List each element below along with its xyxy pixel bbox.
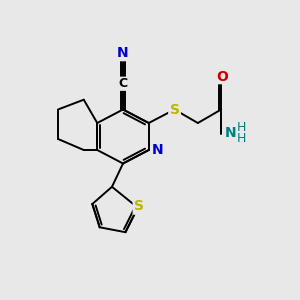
Text: N: N <box>225 126 236 140</box>
Text: O: O <box>216 70 228 84</box>
Text: N: N <box>152 143 163 157</box>
Text: S: S <box>169 103 179 116</box>
Text: C: C <box>118 77 127 90</box>
Text: H: H <box>237 121 247 134</box>
Text: N: N <box>117 46 129 60</box>
Text: S: S <box>134 200 144 213</box>
Text: H: H <box>237 132 247 145</box>
